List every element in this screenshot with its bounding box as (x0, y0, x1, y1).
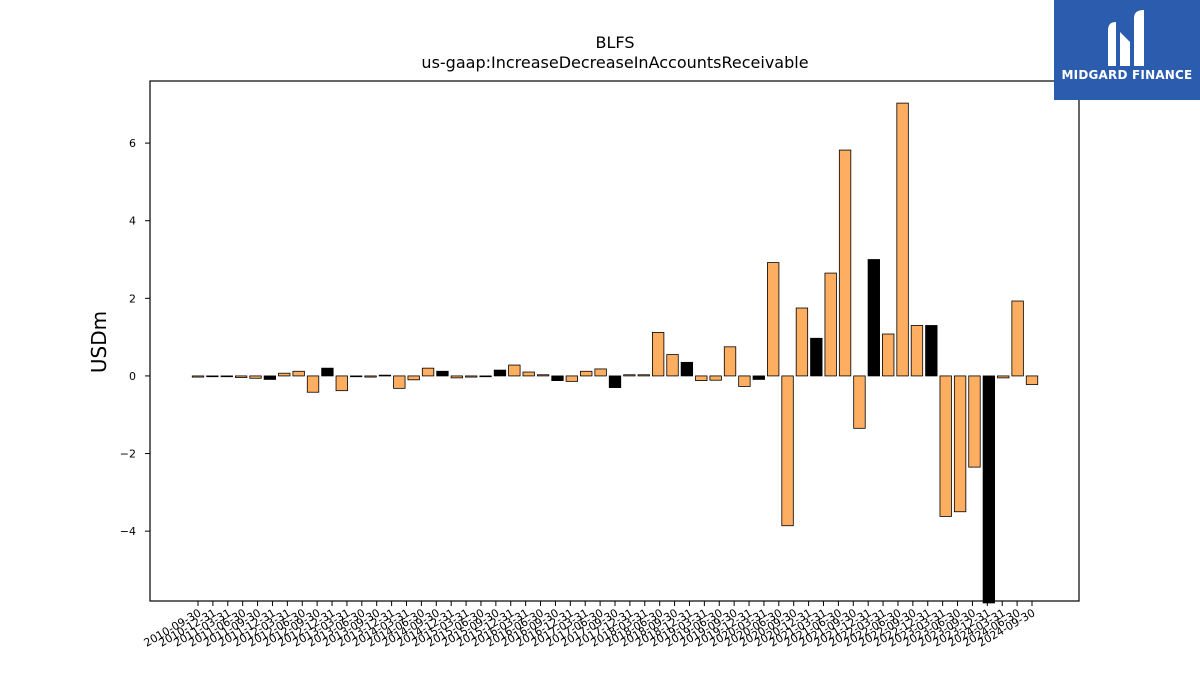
bar (450, 375, 463, 379)
bars-layer (191, 102, 1039, 604)
bar (206, 375, 219, 378)
y-axis-label: USDm (87, 311, 111, 373)
bar (493, 369, 507, 377)
bar (982, 375, 996, 604)
bar (723, 346, 737, 377)
brand-name: MIDGARD FINANCE (1061, 68, 1193, 82)
bar (508, 364, 521, 377)
y-tick-label: 4 (129, 215, 136, 228)
bar (910, 325, 924, 377)
bar (292, 370, 305, 377)
bar (479, 375, 492, 378)
bar (350, 375, 363, 378)
y-tick-label: −2 (120, 448, 136, 461)
bar (364, 375, 377, 378)
y-axis-ticks: −4 −2 0 2 4 6 (120, 137, 150, 538)
bar (436, 370, 449, 377)
bar (278, 372, 291, 377)
bar (795, 307, 809, 377)
bar (306, 375, 320, 393)
bar (1011, 300, 1024, 377)
bar (623, 374, 636, 377)
bar (651, 332, 665, 377)
bar (853, 375, 866, 429)
y-tick-label: 2 (129, 292, 136, 305)
bar (997, 375, 1010, 379)
bar (522, 371, 535, 377)
bar (191, 375, 205, 378)
bar (421, 367, 435, 377)
bar (393, 375, 406, 389)
bar (407, 375, 420, 381)
bar (680, 361, 694, 377)
bar (637, 374, 650, 377)
bar (220, 375, 233, 378)
bar (263, 375, 277, 380)
bar (968, 375, 981, 468)
chart-title: BLFS (596, 33, 635, 52)
bar (551, 375, 564, 381)
bar (925, 325, 938, 377)
bar (580, 370, 593, 377)
bar (536, 374, 550, 377)
y-tick-label: 0 (129, 370, 136, 383)
bar (335, 375, 348, 392)
bar (666, 354, 679, 377)
bar (752, 375, 765, 380)
chart-subtitle: us-gaap:IncreaseDecreaseInAccountsReceiv… (421, 53, 808, 72)
bar (838, 149, 852, 377)
bar (465, 375, 478, 378)
brand-logo: MIDGARD FINANCE (1054, 0, 1200, 100)
y-tick-label: 6 (129, 137, 136, 150)
bar (608, 375, 622, 388)
bar (594, 368, 607, 377)
bar (1025, 375, 1039, 385)
y-tick-label: −4 (120, 525, 136, 538)
bar (709, 375, 722, 381)
bar (953, 375, 967, 513)
bar (767, 262, 780, 377)
bar (321, 367, 334, 377)
bar (810, 337, 823, 377)
bar (896, 102, 909, 377)
x-axis-ticks: 2010-09-302010-12-312011-03-312011-06-30… (142, 601, 1038, 650)
bar (738, 375, 751, 387)
bar (882, 333, 895, 377)
bar (695, 375, 708, 381)
bar (939, 375, 952, 517)
bar (824, 272, 837, 377)
bar (234, 375, 248, 378)
bar (867, 259, 880, 377)
bar (378, 374, 392, 377)
plot-frame (149, 80, 1080, 602)
bar (781, 375, 794, 527)
midgard-logo-icon (1108, 10, 1144, 66)
bar (249, 375, 262, 379)
bar (565, 375, 579, 382)
